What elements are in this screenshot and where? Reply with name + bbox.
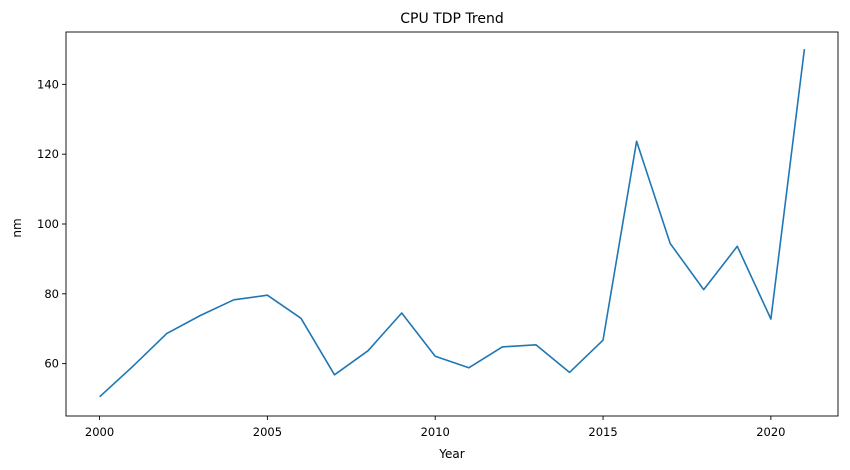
axes-frame bbox=[65, 31, 839, 417]
y-tick-label: 60 bbox=[44, 357, 59, 371]
x-tick-label: 2010 bbox=[421, 425, 450, 439]
x-axis: 2000 2005 2010 2015 2020 bbox=[85, 416, 786, 439]
y-tick-label: 120 bbox=[37, 147, 59, 161]
y-tick-label: 80 bbox=[44, 287, 59, 301]
x-tick-label: 2005 bbox=[253, 425, 282, 439]
y-axis-label: nm bbox=[10, 218, 24, 237]
y-tick-label: 140 bbox=[37, 77, 59, 91]
series-line-0 bbox=[99, 49, 806, 398]
x-tick-label: 2000 bbox=[85, 425, 114, 439]
y-axis: 60 80 100 120 140 bbox=[37, 77, 66, 371]
x-axis-label: Year bbox=[438, 447, 464, 461]
plot-area bbox=[65, 31, 839, 417]
x-tick-label: 2020 bbox=[756, 425, 785, 439]
x-tick-label: 2015 bbox=[588, 425, 617, 439]
y-tick-label: 100 bbox=[37, 217, 59, 231]
chart-title: CPU TDP Trend bbox=[400, 11, 503, 27]
